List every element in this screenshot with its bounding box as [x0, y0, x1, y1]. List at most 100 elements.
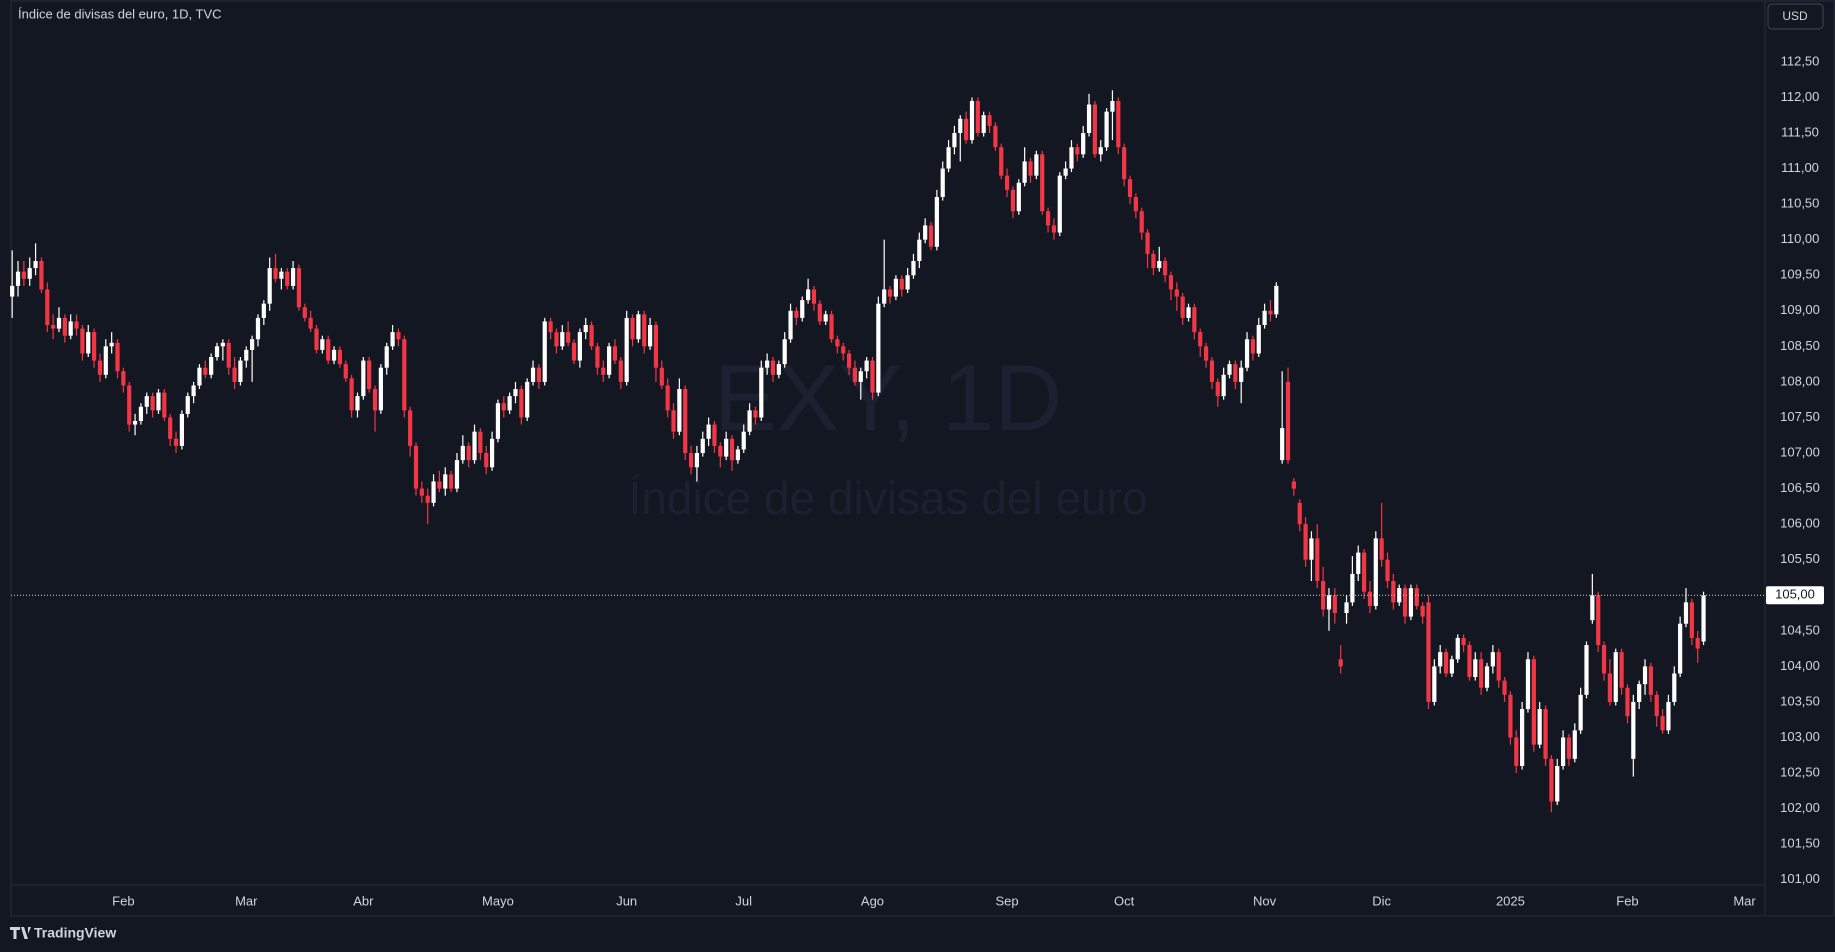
candle-body: [1689, 602, 1694, 638]
candle-body: [542, 321, 547, 382]
x-tick-label: Dic: [1372, 893, 1391, 908]
candle-body: [454, 460, 460, 489]
y-tick-label: 105,50: [1780, 551, 1820, 566]
candle-body: [1467, 645, 1472, 678]
candle-body: [56, 317, 62, 329]
candle-body: [308, 317, 313, 329]
candle-body: [958, 118, 963, 133]
candle-body: [132, 421, 138, 425]
candle-body: [51, 325, 56, 329]
candle-body: [1490, 652, 1495, 667]
candle-body: [337, 349, 343, 365]
candle-body: [536, 367, 541, 382]
candle-body: [694, 453, 700, 468]
candle-body: [1192, 307, 1197, 333]
y-tick-label: 101,50: [1780, 836, 1820, 851]
candle-body: [1274, 285, 1279, 315]
candle-body: [999, 147, 1004, 176]
candle-body: [595, 346, 600, 368]
candle-body: [706, 424, 711, 439]
candle-body: [530, 367, 536, 382]
candle-body: [583, 325, 588, 333]
candle-body: [74, 321, 79, 329]
candle-body: [829, 314, 834, 340]
candle-body: [1373, 538, 1378, 606]
candle-body: [62, 317, 67, 336]
y-tick-label: 109,50: [1780, 267, 1820, 282]
candle-body: [934, 196, 939, 247]
candle-body: [1631, 701, 1636, 759]
candle-body: [806, 289, 811, 301]
y-tick-label: 104,50: [1780, 622, 1820, 637]
candle-body: [952, 132, 957, 148]
candle-body: [45, 289, 50, 326]
candle-body: [367, 360, 372, 390]
y-tick-label: 107,00: [1780, 444, 1820, 459]
x-tick-label: Feb: [112, 893, 134, 908]
candle-body: [525, 381, 530, 418]
candle-body: [788, 310, 793, 340]
candle-body: [21, 271, 26, 279]
currency-label[interactable]: USD: [1782, 9, 1808, 23]
candle-body: [1157, 261, 1162, 269]
candle-body: [390, 332, 395, 347]
candle-body: [1678, 623, 1683, 674]
candle-body: [1315, 538, 1320, 582]
candle-body: [296, 268, 302, 308]
currency-button[interactable]: [1767, 3, 1824, 30]
candle-body: [1028, 161, 1033, 176]
candle-body: [1537, 709, 1542, 745]
candle-body: [1438, 652, 1443, 667]
candle-body: [759, 367, 764, 418]
candle-body: [1022, 161, 1027, 183]
candle-body: [887, 289, 893, 297]
candle-body: [794, 310, 799, 318]
y-tick-label: 110,50: [1781, 196, 1820, 211]
chart-title: Índice de divisas del euro, 1D, TVC: [18, 6, 222, 21]
candle-body: [1221, 374, 1226, 397]
candle-body: [905, 275, 910, 290]
candle-body: [724, 438, 729, 457]
candle-body: [1601, 645, 1607, 674]
candle-body: [478, 431, 483, 454]
candle-body: [472, 431, 477, 461]
candle-body: [1560, 737, 1566, 766]
candle-body: [899, 278, 904, 290]
candle-body: [811, 289, 817, 304]
y-tick-label: 112,50: [1781, 53, 1820, 68]
candle-body: [86, 332, 91, 354]
candle-body: [279, 271, 284, 279]
candle-body: [1285, 381, 1291, 461]
candle-body: [1362, 552, 1367, 592]
candle-body: [852, 367, 858, 382]
candle-body: [255, 317, 261, 340]
candle-body: [1566, 737, 1572, 759]
candle-body: [1004, 175, 1010, 190]
candle-body: [548, 321, 553, 333]
candle-body: [185, 396, 190, 414]
candle-body: [1209, 360, 1215, 382]
candle-body: [302, 307, 307, 318]
candle-body: [1367, 591, 1373, 606]
candle-body: [1695, 637, 1700, 649]
candle-body: [144, 396, 149, 407]
candle-body: [1321, 581, 1326, 610]
candle-body: [103, 346, 108, 375]
candle-body: [1051, 225, 1057, 233]
candle-body: [1332, 595, 1337, 614]
candle-body: [969, 100, 975, 141]
candle-body: [841, 346, 846, 354]
candle-body: [460, 445, 465, 461]
candle-body: [1250, 339, 1256, 354]
candle-body: [1309, 538, 1314, 560]
candle-body: [109, 342, 114, 347]
candle-body: [1385, 559, 1390, 582]
candle-body: [893, 278, 899, 297]
candle-body: [1520, 709, 1525, 766]
candle-body: [519, 389, 524, 418]
candle-body: [214, 346, 220, 358]
candle-body: [1098, 147, 1103, 155]
candle-body: [1502, 680, 1507, 695]
candle-body: [244, 349, 249, 361]
